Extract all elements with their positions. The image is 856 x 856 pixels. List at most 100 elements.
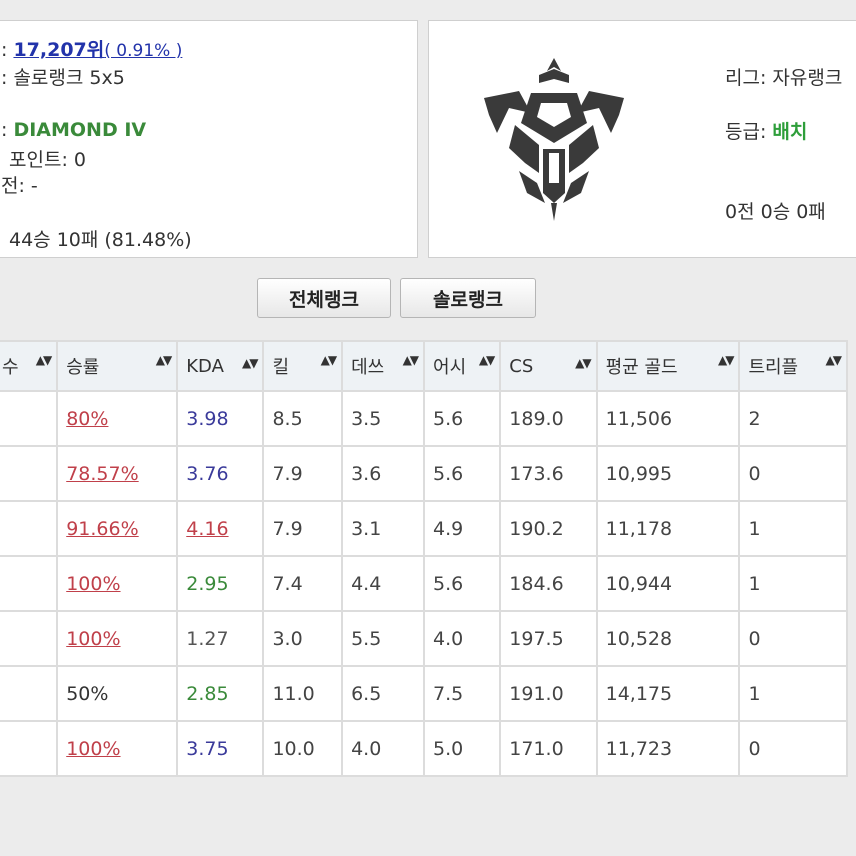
cell-winrate: 80% xyxy=(56,390,179,447)
cell-gold: 10,995 xyxy=(595,445,741,502)
cell-winrate-value[interactable]: 91.66% xyxy=(66,517,139,540)
sort-icon[interactable]: ▲▼ xyxy=(402,353,420,367)
cell-death-value: 6.5 xyxy=(351,682,382,705)
col-header-triple[interactable]: 트리플 ▲▼ xyxy=(738,340,848,392)
sort-icon[interactable]: ▲▼ xyxy=(320,353,338,367)
cell-gold: 11,506 xyxy=(595,390,741,447)
cell-death: 3.5 xyxy=(341,390,426,447)
cell-winrate-value[interactable]: 100% xyxy=(66,627,121,650)
cell-kda-value: 3.98 xyxy=(186,407,229,430)
cell-cs: 173.6 xyxy=(499,445,598,502)
col-header-kda[interactable]: KDA ▲▼ xyxy=(176,340,265,392)
cell-winrate-value[interactable]: 100% xyxy=(66,737,121,760)
tab-all-rank[interactable]: 전체랭크 xyxy=(257,278,391,318)
cell-cs: 184.6 xyxy=(499,555,598,612)
cell-kda: 1.27 xyxy=(176,610,265,667)
cell-winrate-value[interactable]: 78.57% xyxy=(66,462,139,485)
cell-cs-value: 173.6 xyxy=(509,462,564,485)
cell-gold-value: 10,995 xyxy=(605,462,673,485)
table-row: 50% 2.85 11.0 6.5 7.5 191.0 14,175 1 xyxy=(0,665,848,722)
cell-winrate-value[interactable]: 100% xyxy=(66,572,121,595)
cell-death: 3.6 xyxy=(341,445,426,502)
cell-kill-value: 10.0 xyxy=(272,737,315,760)
cell-death-value: 4.0 xyxy=(351,737,382,760)
cell-assist: 4.0 xyxy=(423,610,502,667)
tab-solo-rank[interactable]: 솔로랭크 xyxy=(400,278,536,318)
table-row: 100% 2.95 7.4 4.4 5.6 184.6 10,944 1 xyxy=(0,555,848,612)
cell-winrate: 91.66% xyxy=(56,500,179,557)
cell-winrate: 100% xyxy=(56,555,179,612)
cell-kda: 2.85 xyxy=(176,665,265,722)
cell-triple-value: 0 xyxy=(748,462,761,485)
cell-gold: 10,944 xyxy=(595,555,741,612)
col-header-kill[interactable]: 킬 ▲▼ xyxy=(262,340,344,392)
rank-percent[interactable]: ( 0.91% ) xyxy=(104,41,183,61)
table-header-row: 수 ▲▼ 승률 ▲▼ KDA ▲▼ 킬 ▲▼ 데쓰 ▲▼ 어시 ▲▼ CS ▲▼ 평균 골드 ▲… xyxy=(0,340,848,392)
cell-kda-value: 3.76 xyxy=(186,462,229,485)
cell-kda: 2.95 xyxy=(176,555,265,612)
queue-line: : 솔로랭크 5x5 xyxy=(1,67,125,89)
cell-kill: 8.5 xyxy=(262,390,344,447)
cell-cs: 191.0 xyxy=(499,665,598,722)
cell-assist: 5.6 xyxy=(423,555,502,612)
promo-series: 전: - xyxy=(1,175,38,197)
cell-kda-value[interactable]: 4.16 xyxy=(186,517,229,540)
cell-kill: 7.9 xyxy=(262,500,344,557)
cell-triple-value: 1 xyxy=(748,572,761,595)
sort-icon[interactable]: ▲▼ xyxy=(242,355,259,370)
cell-assist: 5.6 xyxy=(423,390,502,447)
col-header-gold[interactable]: 평균 골드 ▲▼ xyxy=(595,340,741,392)
cell-kill: 3.0 xyxy=(262,610,344,667)
cell-assist-value: 7.5 xyxy=(433,682,464,705)
cell-triple: 0 xyxy=(738,445,848,502)
cell-assist-value: 4.0 xyxy=(433,627,464,650)
cell-winrate: 50% xyxy=(56,665,179,722)
cell-kill-value: 11.0 xyxy=(272,682,315,705)
cell-cs-value: 189.0 xyxy=(509,407,564,430)
sort-icon[interactable]: ▲▼ xyxy=(35,353,53,367)
cell-cs-value: 184.6 xyxy=(509,572,564,595)
sort-icon[interactable]: ▲▼ xyxy=(478,353,496,367)
flex-league: 리그: 자유랭크 xyxy=(725,67,843,89)
cell-cs-value: 190.2 xyxy=(509,517,564,540)
cell-assist-value: 5.6 xyxy=(433,407,464,430)
cell-death-value: 5.5 xyxy=(351,627,382,650)
cell-winrate-value: 50% xyxy=(66,682,109,705)
cell-games xyxy=(0,665,59,722)
cell-assist: 7.5 xyxy=(423,665,502,722)
sort-icon[interactable]: ▲▼ xyxy=(825,353,843,367)
cell-cs-value: 191.0 xyxy=(509,682,564,705)
cell-cs: 197.5 xyxy=(499,610,598,667)
solo-record: 44승 10패 (81.48%) xyxy=(9,229,192,251)
cell-kill: 7.9 xyxy=(262,445,344,502)
cell-assist-value: 5.6 xyxy=(433,572,464,595)
col-header-death[interactable]: 데쓰 ▲▼ xyxy=(341,340,426,392)
cell-games xyxy=(0,610,59,667)
cell-assist-value: 4.9 xyxy=(433,517,464,540)
cell-gold: 10,528 xyxy=(595,610,741,667)
cell-death-value: 3.1 xyxy=(351,517,382,540)
table-row: 80% 3.98 8.5 3.5 5.6 189.0 11,506 2 xyxy=(0,390,848,447)
cell-kill: 10.0 xyxy=(262,720,344,777)
table-row: 91.66% 4.16 7.9 3.1 4.9 190.2 11,178 1 xyxy=(0,500,848,557)
cell-assist: 5.6 xyxy=(423,445,502,502)
cell-cs: 189.0 xyxy=(499,390,598,447)
cell-kda: 3.76 xyxy=(176,445,265,502)
cell-cs-value: 171.0 xyxy=(509,737,564,760)
col-header-winrate[interactable]: 승률 ▲▼ xyxy=(56,340,179,392)
cell-winrate-value[interactable]: 80% xyxy=(66,407,109,430)
col-header-cs[interactable]: CS ▲▼ xyxy=(499,340,598,392)
sort-icon[interactable]: ▲▼ xyxy=(575,355,592,370)
col-header-games[interactable]: 수 ▲▼ xyxy=(0,340,59,392)
cell-gold: 11,178 xyxy=(595,500,741,557)
flex-grade-line: 등급: 배치 xyxy=(725,117,807,144)
cell-triple: 1 xyxy=(738,500,848,557)
cell-death: 5.5 xyxy=(341,610,426,667)
cell-winrate: 100% xyxy=(56,610,179,667)
col-header-assist[interactable]: 어시 ▲▼ xyxy=(423,340,502,392)
rank-link[interactable]: 17,207위 xyxy=(13,39,105,61)
sort-icon[interactable]: ▲▼ xyxy=(155,353,173,367)
sort-icon[interactable]: ▲▼ xyxy=(717,353,735,367)
cell-triple: 1 xyxy=(738,555,848,612)
cell-winrate: 78.57% xyxy=(56,445,179,502)
